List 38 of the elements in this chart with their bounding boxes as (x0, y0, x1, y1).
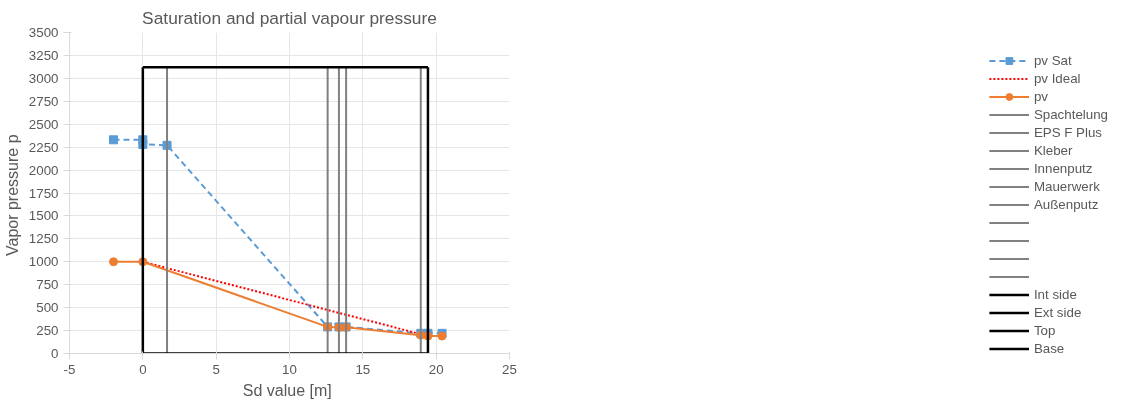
y-tick-label: 3000 (28, 70, 59, 86)
y-tick-label: 1750 (28, 185, 59, 201)
y-tick-label: 2250 (28, 139, 59, 155)
legend-label: Int side (1033, 286, 1077, 303)
y-tick-label: 3500 (28, 25, 59, 40)
y-tick-label: 1000 (28, 254, 59, 270)
legend-label: Kleber (1033, 142, 1073, 159)
legend-label: pv Sat (1033, 52, 1072, 69)
legend-label: Spachtelung (1033, 106, 1108, 123)
y-tick-label: 1500 (28, 208, 59, 224)
legend-label: Außenputz (1033, 196, 1099, 213)
legend-label: Ext side (1033, 304, 1082, 321)
x-tick-label: 25 (502, 361, 517, 377)
y-tick-label: 250 (36, 323, 59, 339)
x-tick-label: 20 (428, 361, 444, 377)
legend-label: Top (1033, 322, 1056, 339)
legend-label: pv (1033, 88, 1049, 105)
legend-label: Innenputz (1033, 160, 1093, 177)
y-tick-label: 0 (51, 346, 59, 361)
legend-label: EPS F Plus (1033, 124, 1103, 141)
y-tick-label: 3250 (28, 47, 59, 63)
legend-label: Base (1033, 340, 1065, 357)
x-tick-label: -5 (63, 361, 76, 377)
chart-title: Saturation and partial vapour pressure (142, 7, 437, 28)
x-tick-label: 10 (282, 361, 297, 377)
legend-label: pv Ideal (1033, 70, 1081, 87)
x-tick-label: 5 (212, 361, 220, 377)
y-tick-label: 1250 (28, 231, 59, 247)
y-tick-label: 2500 (28, 116, 59, 132)
x-tick-label: 0 (139, 361, 147, 377)
y-tick-label: 2000 (28, 162, 59, 178)
legend-label: Mauerwerk (1033, 178, 1100, 195)
y-tick-label: 750 (36, 277, 59, 293)
y-tick-label: 500 (36, 300, 59, 316)
y-tick-label: 2750 (28, 93, 59, 109)
x-tick-label: 15 (355, 361, 371, 377)
x-axis-title: Sd value [m] (242, 381, 332, 399)
y-axis-title: Vapor pressure p (3, 134, 21, 256)
